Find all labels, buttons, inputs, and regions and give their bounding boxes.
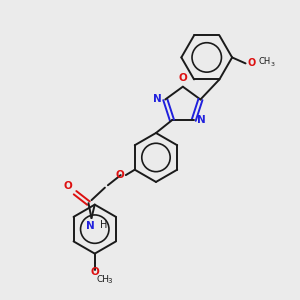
Text: N: N <box>153 94 162 104</box>
Text: CH: CH <box>96 275 109 284</box>
Text: O: O <box>64 181 73 191</box>
Text: O: O <box>247 58 255 68</box>
Text: O: O <box>116 170 124 180</box>
Text: O: O <box>90 267 99 277</box>
Text: O: O <box>178 73 187 83</box>
Text: CH: CH <box>258 57 270 66</box>
Text: N: N <box>85 221 94 231</box>
Text: 3: 3 <box>270 61 274 67</box>
Text: H: H <box>100 220 107 230</box>
Text: 3: 3 <box>107 278 112 284</box>
Text: N: N <box>197 115 206 125</box>
